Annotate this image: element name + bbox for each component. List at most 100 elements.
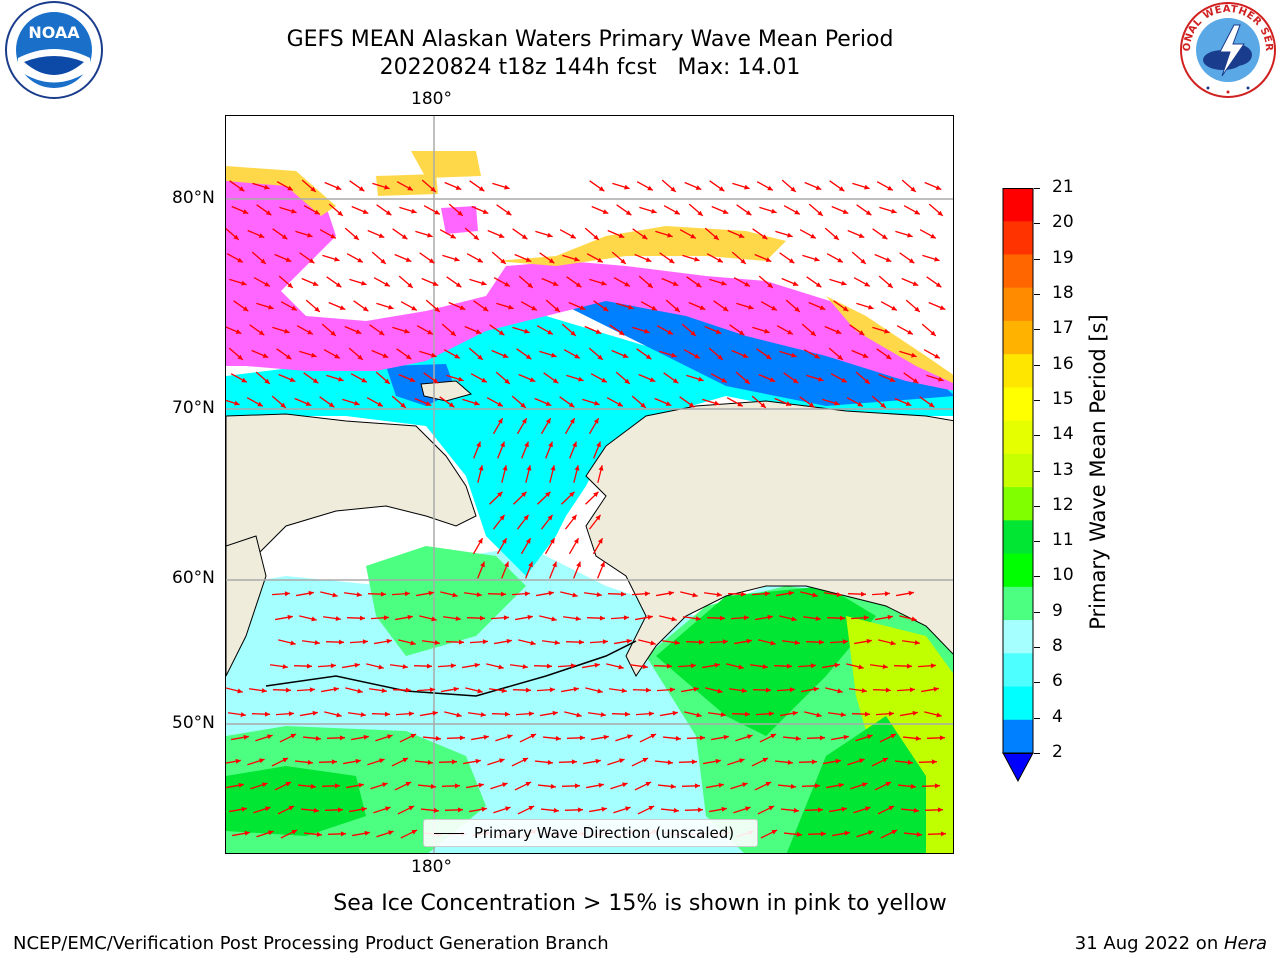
wave-arrow [856, 830, 874, 838]
wave-arrow [775, 230, 793, 238]
wave-arrow [536, 590, 554, 597]
wave-arrow [437, 663, 457, 669]
wave-arrow [233, 300, 249, 312]
wave-arrow [872, 687, 892, 693]
wave-arrow [414, 759, 434, 765]
wave-arrow [661, 277, 679, 287]
wave-arrow [826, 615, 846, 621]
footer-date-text: 31 Aug 2022 on [1074, 933, 1224, 954]
wave-arrow [564, 514, 578, 530]
wave-arrow [416, 590, 434, 597]
wave-arrow [562, 254, 580, 262]
wave-arrow [272, 228, 288, 240]
wave-arrow [682, 616, 702, 622]
wave-arrow [611, 711, 631, 717]
wave-arrow [346, 615, 366, 621]
wave-arrow [468, 347, 484, 361]
wave-arrow [756, 348, 772, 360]
wave-arrow [733, 277, 751, 287]
wave-arrow [487, 591, 507, 597]
wave-arrow [516, 417, 528, 435]
wave-arrow [561, 491, 575, 505]
wave-arrow [897, 783, 917, 789]
wave-arrow [367, 591, 387, 597]
wave-arrow [391, 591, 411, 597]
wave-arrow [678, 759, 698, 765]
wave-arrow [469, 180, 485, 192]
wave-arrow [276, 181, 294, 191]
wave-arrow [229, 806, 247, 813]
wave-arrow [656, 325, 674, 335]
wave-arrow [421, 640, 441, 646]
wave-arrow [639, 733, 657, 743]
wave-arrow [823, 758, 841, 765]
colorbar-tick-label: 17 [1052, 318, 1074, 339]
wave-arrow [446, 276, 462, 288]
wave-arrow [549, 465, 556, 483]
wave-arrow [271, 757, 289, 767]
wave-arrow [324, 711, 342, 718]
wave-arrow [495, 734, 513, 742]
wave-arrow [804, 181, 822, 191]
wave-arrow [928, 203, 944, 217]
wave-arrow [660, 807, 680, 813]
wave-arrow [759, 733, 777, 743]
wave-arrow [349, 180, 365, 192]
wave-arrow [610, 782, 628, 790]
wave-arrow [559, 229, 577, 239]
wave-arrow [677, 663, 697, 669]
wave-arrow [758, 639, 776, 646]
wave-arrow [414, 397, 432, 407]
wave-arrow [806, 276, 822, 288]
wave-arrow [421, 179, 437, 193]
wave-arrow [326, 374, 344, 382]
wave-arrow [301, 277, 319, 287]
wave-arrow [295, 230, 313, 238]
wave-arrow [491, 349, 509, 359]
wave-arrow [302, 735, 322, 741]
wave-arrow [681, 783, 701, 789]
wave-arrow [509, 664, 529, 670]
wave-arrow [513, 491, 527, 505]
wave-arrow [421, 277, 439, 287]
wave-arrow [251, 349, 269, 359]
colorbar-tick-label: 16 [1052, 353, 1074, 374]
wave-arrow [512, 687, 532, 693]
colorbar-tick-mark [1034, 258, 1040, 260]
wave-arrow [632, 687, 652, 693]
wave-arrow [444, 181, 462, 191]
wave-arrow [829, 639, 849, 645]
colorbar-block [1003, 254, 1033, 289]
wave-arrow [823, 592, 843, 598]
wave-arrow [322, 616, 342, 622]
wave-arrow [803, 349, 821, 359]
wave-arrow [805, 639, 825, 645]
wave-arrow [344, 227, 360, 241]
wave-arrow [278, 373, 296, 383]
wave-arrow [822, 398, 840, 406]
wave-arrow [272, 326, 290, 334]
wave-arrow [921, 323, 937, 337]
wave-arrow [305, 299, 321, 313]
wave-arrow [659, 252, 675, 264]
wave-arrow [585, 491, 599, 505]
wave-arrow [477, 465, 484, 483]
wave-arrow [520, 301, 538, 311]
wave-arrow [274, 781, 292, 791]
wave-arrow [708, 347, 724, 361]
wave-arrow [320, 591, 338, 598]
wave-arrow [612, 182, 630, 190]
colorbar-tick-label: 4 [1052, 706, 1063, 727]
wave-arrow [564, 711, 582, 718]
map-legend: Primary Wave Direction (unscaled) [423, 819, 758, 847]
wave-arrow [679, 229, 697, 239]
wave-arrow [324, 807, 344, 813]
wave-arrow [923, 349, 941, 359]
wave-arrow [251, 711, 271, 717]
wave-arrow [226, 687, 243, 694]
wave-arrow [303, 831, 323, 837]
colorbar-tick-mark [1034, 682, 1040, 684]
wave-arrow [294, 397, 312, 407]
wave-arrow [391, 757, 409, 767]
wave-arrow [415, 230, 433, 238]
